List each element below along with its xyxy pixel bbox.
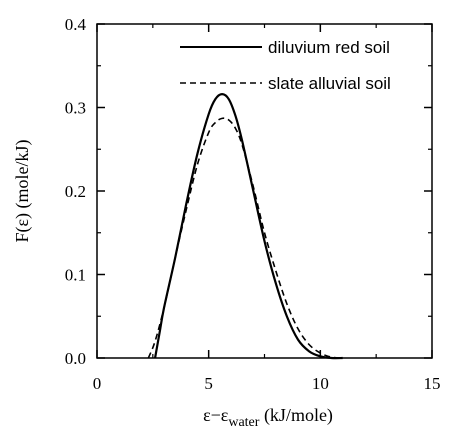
x-tick-label: 10 xyxy=(312,374,329,393)
x-tick-label: 5 xyxy=(204,374,213,393)
x-axis-title-unit: (kJ/mole) xyxy=(259,405,333,426)
y-axis-title: F(ε) (mole/kJ) xyxy=(12,139,33,242)
x-tick-label: 15 xyxy=(424,374,441,393)
series-line-slate-alluvial-soil xyxy=(147,117,343,359)
legend: diluvium red soil slate alluvial soil xyxy=(180,38,391,93)
y-tick-label: 0.4 xyxy=(65,15,87,34)
x-tick-label: 0 xyxy=(93,374,102,393)
axis-ticks: 0 5 10 15 0.0 0.1 0.2 0.3 0.4 xyxy=(65,15,441,393)
y-tick-label: 0.2 xyxy=(65,182,86,201)
legend-label-slate-alluvial-soil: slate alluvial soil xyxy=(268,74,391,93)
series-line-diluvium-red-soil xyxy=(153,93,343,360)
y-tick-label: 0.1 xyxy=(65,266,86,285)
x-axis-title-main: ε−ε xyxy=(203,405,229,425)
series-layer xyxy=(147,93,343,360)
legend-label-diluvium-red-soil: diluvium red soil xyxy=(268,38,390,57)
x-axis-title: ε−εwater (kJ/mole) xyxy=(203,405,333,430)
x-axis-title-subscript: water xyxy=(228,415,259,430)
y-tick-label: 0.3 xyxy=(65,99,86,118)
y-tick-label: 0.0 xyxy=(65,349,86,368)
